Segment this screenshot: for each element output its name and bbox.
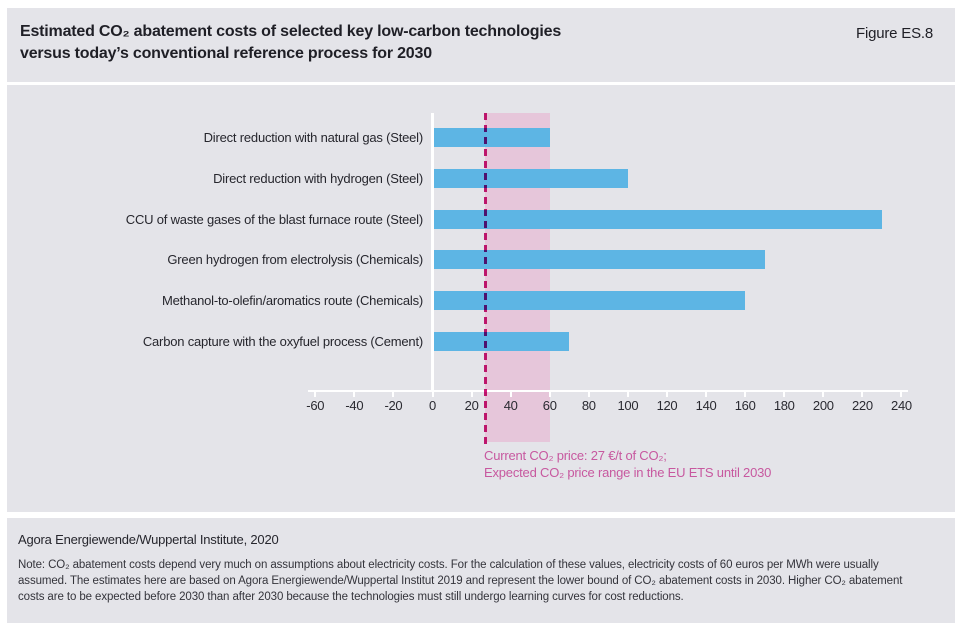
page-title-line2: versus today’s conventional reference pr… <box>20 45 432 62</box>
x-axis-tick <box>470 392 473 397</box>
footnote-text: Note: CO₂ abatement costs depend very mu… <box>18 559 903 603</box>
chart-panel: Direct reduction with natural gas (Steel… <box>7 85 955 512</box>
bar <box>434 169 628 188</box>
bar <box>434 291 746 310</box>
page-title: Estimated CO₂ abatement costs of selecte… <box>20 21 720 65</box>
category-label: Green hydrogen from electrolysis (Chemic… <box>167 252 423 267</box>
x-axis-tick-label: -40 <box>345 398 364 413</box>
bar <box>434 210 882 229</box>
legend-price-range-label: Expected CO₂ price range in the EU ETS u… <box>484 465 772 480</box>
x-axis-tick-label: 60 <box>542 398 557 413</box>
category-label: Methanol-to-olefin/aromatics route (Chem… <box>161 293 423 308</box>
reference-legend: Current CO₂ price: 27 €/t of CO₂; Expecte… <box>484 447 771 481</box>
x-axis-line <box>308 390 909 392</box>
x-axis-tick-label: 220 <box>851 398 873 413</box>
x-axis-tick-label: 0 <box>429 398 436 413</box>
x-axis-tick <box>392 392 395 397</box>
category-label: Direct reduction with hydrogen (Steel) <box>213 171 423 186</box>
source-attribution: Agora Energiewende/Wuppertal Institute, … <box>18 532 279 547</box>
x-axis-tick <box>626 392 629 397</box>
x-axis-tick <box>744 392 747 397</box>
x-axis-tick <box>587 392 590 397</box>
x-axis-tick-label: -60 <box>306 398 325 413</box>
x-axis-tick-label: 80 <box>581 398 596 413</box>
x-axis-tick-label: 100 <box>617 398 639 413</box>
x-axis-tick-label: 40 <box>503 398 518 413</box>
figure-number-label: Figure ES.8 <box>855 25 933 42</box>
x-axis-tick-label: 140 <box>695 398 717 413</box>
footer-panel: Agora Energiewende/Wuppertal Institute, … <box>7 518 955 623</box>
x-axis-tick-label: 200 <box>812 398 834 413</box>
x-axis-tick <box>665 392 668 397</box>
x-axis-tick <box>314 392 317 397</box>
x-axis-tick <box>705 392 708 397</box>
x-axis-tick-label: 160 <box>734 398 756 413</box>
zero-axis-line <box>431 113 434 391</box>
x-axis-tick <box>822 392 825 397</box>
x-axis-tick <box>900 392 903 397</box>
x-axis-tick-label: 120 <box>656 398 678 413</box>
header-panel: Estimated CO₂ abatement costs of selecte… <box>7 8 955 82</box>
x-axis-tick <box>431 392 434 397</box>
co2-price-range-band <box>485 113 550 442</box>
x-axis-tick <box>548 392 551 397</box>
x-axis-tick <box>509 392 512 397</box>
category-label: Direct reduction with natural gas (Steel… <box>203 130 424 145</box>
page-title-line1: Estimated CO₂ abatement costs of selecte… <box>20 23 562 40</box>
x-axis-tick <box>353 392 356 397</box>
x-axis-tick-label: 240 <box>891 398 912 413</box>
category-label: Carbon capture with the oxyfuel process … <box>142 334 423 349</box>
x-axis-tick <box>783 392 786 397</box>
bar <box>434 332 570 351</box>
x-axis-tick-label: 180 <box>773 398 795 413</box>
current-co2-price-line <box>483 113 487 445</box>
category-label: CCU of waste gases of the blast furnace … <box>125 212 423 227</box>
x-axis-tick-label: 20 <box>464 398 479 413</box>
x-axis-tick-label: -20 <box>384 398 403 413</box>
bar <box>434 128 550 147</box>
x-axis-tick <box>861 392 864 397</box>
legend-current-price-label: Current CO₂ price: 27 €/t of CO₂; <box>484 448 667 463</box>
bar <box>434 250 765 269</box>
